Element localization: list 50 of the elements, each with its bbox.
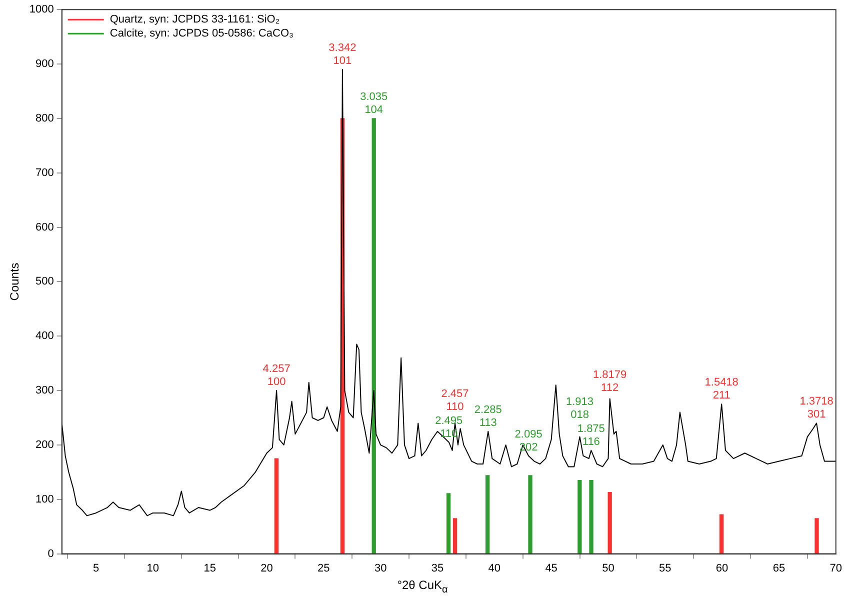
annotation: 4.257 100 [262, 363, 290, 388]
bar [589, 480, 594, 554]
x-tick-label: 50 [602, 562, 614, 574]
annotation: 1.913 018 [566, 396, 594, 421]
x-tick-label: 55 [659, 562, 672, 574]
x-tick-label: 25 [318, 562, 330, 574]
x-tick-label: 40 [488, 562, 501, 574]
annotation: 3.035 104 [360, 90, 388, 116]
y-tick-label: 800 [36, 112, 54, 124]
bar [528, 475, 532, 554]
legend-label: Calcite, syn: JCPDS 05-0586: CaCO₃ [110, 28, 294, 40]
annotation: 1.8179 112 [592, 368, 627, 394]
x-tick-label: 10 [146, 562, 160, 574]
y-tick-label: 200 [36, 438, 54, 451]
x-tick-label: 60 [716, 562, 728, 574]
y-tick-label: 700 [36, 166, 54, 179]
y-tick-label: 0 [48, 548, 54, 560]
annotation: 2.457 110 [441, 388, 469, 413]
x-tick-label: 30 [374, 562, 387, 574]
bar [485, 475, 490, 554]
x-tick-label: 70 [830, 562, 842, 574]
bar [446, 493, 451, 554]
x-tick-label: 15 [204, 562, 216, 574]
x-tick-label: 45 [545, 562, 558, 574]
annotation: 1.5418 211 [704, 376, 738, 402]
y-tick-label: 400 [36, 330, 54, 342]
y-axis-title: Counts [8, 262, 22, 301]
x-tick-label: 65 [772, 562, 786, 574]
bar [372, 118, 376, 554]
bar [274, 458, 279, 554]
bar [719, 514, 724, 554]
annotation: 2.285 113 [474, 404, 502, 429]
x-tick-label: 35 [431, 562, 444, 574]
y-tick-label: 500 [36, 276, 54, 288]
bar [452, 518, 458, 554]
y-tick-label: 900 [36, 58, 54, 70]
annotation: 3.342 101 [328, 42, 356, 67]
x-tick-label: 20 [260, 562, 273, 574]
y-tick-label: 300 [36, 384, 54, 397]
y-tick-label: 100 [36, 493, 54, 506]
y-tick-label: 1000 [29, 4, 54, 16]
x-axis-title: °2θ CuK$_{α}$ [396, 578, 449, 596]
bar [814, 518, 819, 554]
annotation: 1.3718 301 [800, 396, 834, 421]
bar [608, 492, 612, 554]
legend-label: Quartz, syn: JCPDS 33-1161: SiO₂ [110, 14, 280, 26]
y-tick-label: 600 [36, 221, 54, 234]
x-tick-label: 5 [92, 562, 100, 574]
annotation: 1.875 116 [577, 422, 605, 448]
bar [578, 480, 582, 554]
